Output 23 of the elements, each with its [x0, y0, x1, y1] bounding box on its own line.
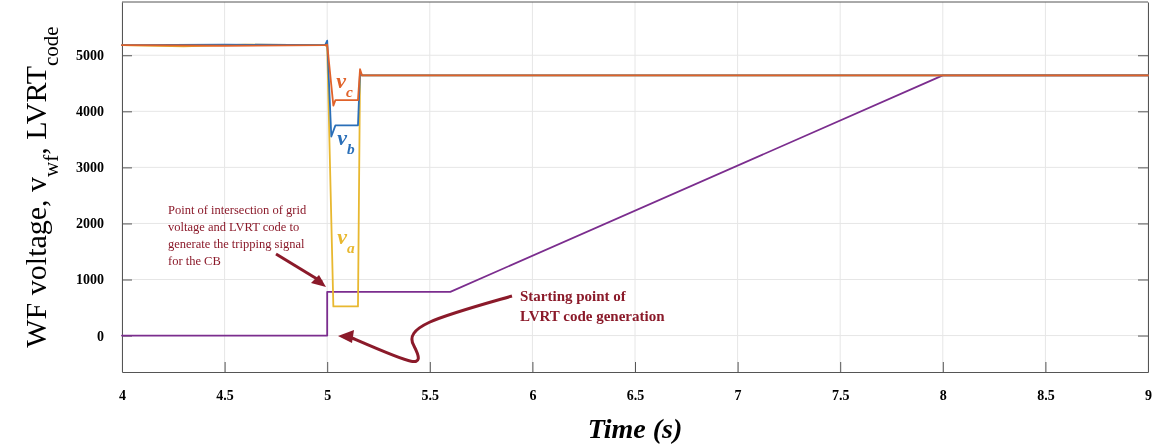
x-tick-label: 5 [324, 387, 332, 403]
x-tick-label: 7.5 [831, 387, 850, 403]
y-tick-label: 5000 [76, 48, 104, 64]
series-label: v$_{b}$ [337, 124, 356, 157]
series-label: v$_{c}$ [336, 67, 354, 100]
y-tick-label: 3000 [76, 160, 104, 176]
y-tick-label: 4000 [76, 104, 104, 120]
annotation: Point of intersection of grid voltage and LVRT code to generate the tripping signal for the CB [168, 203, 307, 268]
x-tick-label: 6.5 [626, 387, 645, 403]
y-tick-label: 1000 [76, 272, 104, 288]
x-tick-label: 5.5 [421, 387, 440, 403]
x-tick-label: 6 [529, 387, 537, 403]
x-tick-label: 4.5 [216, 387, 234, 403]
annotation: Starting point of LVRT code generation [520, 288, 666, 324]
x-tick-label: 8.5 [1037, 387, 1055, 403]
x-axis-title: Time (s) [587, 413, 683, 444]
x-tick-label: 9 [1145, 387, 1152, 403]
y-tick-label: 0 [97, 328, 104, 344]
y-tick-label: 2000 [76, 216, 104, 232]
x-tick-label: 4 [119, 387, 126, 403]
series-label: v$_{a}$ [337, 224, 356, 256]
x-tick-label: 7 [734, 387, 742, 403]
x-tick-label: 8 [939, 387, 947, 403]
